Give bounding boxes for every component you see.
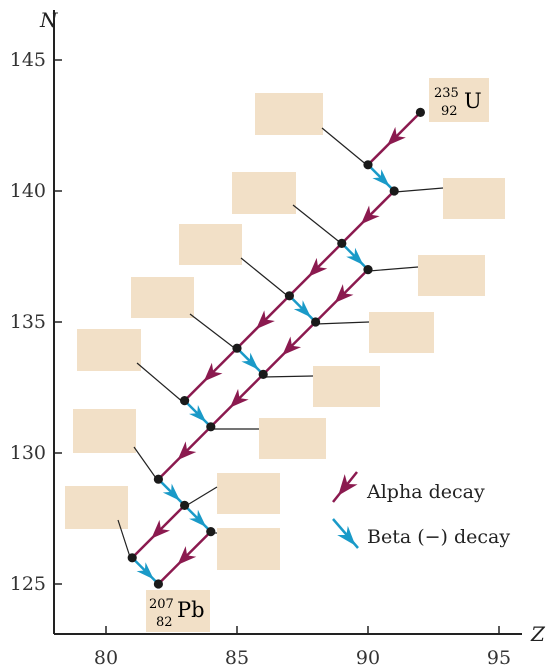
alpha-arrowhead [177, 546, 197, 565]
nuclide-point [180, 500, 190, 510]
nuclide-point [284, 291, 294, 301]
leader-lines-layer [117, 127, 444, 561]
blank-label-box [313, 366, 380, 407]
y-tick-label: 125 [10, 573, 46, 595]
nuclide-point [127, 553, 137, 563]
beta-arrowhead [136, 562, 154, 580]
blank-label-box [255, 93, 323, 135]
leader-line [368, 266, 419, 272]
nuclide-point [363, 160, 373, 170]
beta-arrowhead [372, 169, 390, 187]
blank-label-box [217, 528, 280, 570]
isotope-labels: 235 92 U 207 82 Pb [146, 78, 489, 632]
nuclide-point [180, 396, 190, 406]
alpha-arrowhead [282, 336, 302, 356]
label-boxes-layer [65, 93, 505, 570]
beta-arrowhead [189, 405, 207, 423]
beta-arrowhead [241, 352, 259, 370]
leader-line [292, 204, 343, 245]
decay-arrows [131, 111, 422, 585]
legend-alpha-mark [332, 471, 358, 503]
blank-label-box [179, 224, 242, 265]
beta-arrowhead [293, 300, 311, 318]
blank-label-box [418, 255, 485, 296]
nuclide-points [127, 107, 425, 589]
alpha-arrowhead [256, 310, 275, 330]
leader-line [117, 519, 132, 561]
alpha-arrowhead [229, 388, 249, 408]
alpha-arrowhead [151, 519, 171, 539]
y-tick-label: 130 [10, 442, 46, 464]
y-tick-label: 145 [10, 49, 46, 71]
legend-alpha-label: Alpha decay [366, 481, 485, 503]
blank-label-box [131, 277, 194, 318]
nuclide-point [258, 369, 268, 379]
start-isotope-mass: 235 [434, 86, 459, 101]
nuclide-point [153, 579, 163, 589]
x-tick-label: 95 [487, 647, 511, 669]
beta-arrowhead [162, 483, 180, 501]
start-isotope-box [429, 78, 489, 122]
start-isotope-atomic: 92 [441, 104, 458, 119]
x-tick-label: 85 [225, 647, 249, 669]
blank-label-box [232, 172, 296, 214]
tick-marks: 80 85 90 95 125 130 135 140 145 [10, 49, 511, 669]
legend-beta-mark [332, 518, 359, 549]
blank-label-box [259, 418, 326, 459]
nuclide-point [415, 107, 425, 117]
end-isotope-mass: 207 [149, 597, 174, 612]
end-isotope-box [146, 590, 210, 632]
nuclide-point [206, 527, 216, 537]
nuclide-point [206, 422, 216, 432]
nuclide-point [337, 238, 347, 248]
leader-line [189, 313, 238, 351]
leader-line [183, 486, 218, 508]
nuclide-point [363, 265, 373, 275]
leader-line [262, 375, 314, 378]
blank-label-box [217, 473, 280, 514]
alpha-arrowhead [177, 441, 197, 461]
alpha-arrowhead [308, 257, 328, 277]
alpha-arrowhead [360, 205, 380, 225]
leader-line [394, 187, 444, 193]
blank-label-box [77, 329, 141, 371]
blank-label-box [73, 409, 136, 453]
start-isotope-symbol: U [464, 89, 482, 113]
nuclide-point [232, 343, 242, 353]
end-isotope-atomic: 82 [156, 615, 173, 630]
alpha-arrowhead [203, 362, 223, 382]
legend: Alpha decay Beta (−) decay [332, 471, 510, 549]
x-axis-label: Z [530, 622, 546, 646]
leader-line [321, 127, 369, 167]
alpha-arrowhead [338, 474, 358, 496]
nuclide-point [389, 186, 399, 196]
leader-line [133, 446, 159, 482]
leader-line [315, 321, 370, 325]
leader-line [240, 257, 290, 298]
end-isotope-symbol: Pb [177, 598, 205, 622]
blank-label-box [369, 312, 434, 353]
nuclide-point [153, 474, 163, 484]
x-tick-label: 90 [356, 647, 380, 669]
leader-line [136, 362, 185, 404]
blank-label-box [443, 178, 505, 219]
y-tick-label: 135 [10, 311, 46, 333]
blank-label-box [65, 486, 128, 529]
x-tick-label: 80 [94, 647, 118, 669]
y-tick-label: 140 [10, 180, 46, 202]
legend-beta-label: Beta (−) decay [367, 526, 510, 548]
beta-arrowhead [346, 247, 364, 265]
nuclide-point [311, 317, 321, 327]
beta-arrowhead [337, 525, 356, 546]
y-axis-label: N [39, 8, 59, 32]
beta-arrowhead [189, 509, 207, 527]
alpha-arrowhead [334, 284, 354, 303]
alpha-arrowhead [387, 126, 406, 146]
